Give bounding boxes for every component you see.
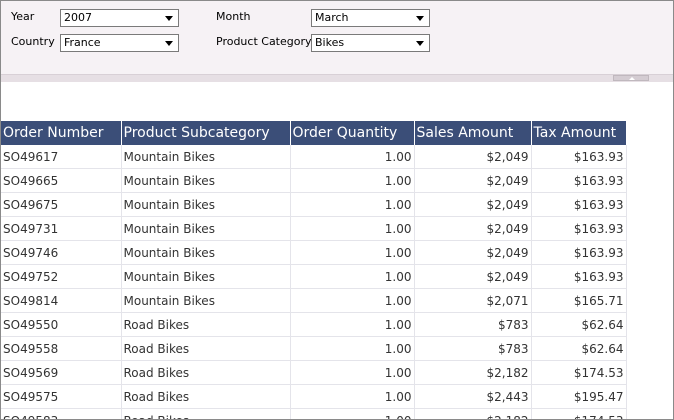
table-cell: Mountain Bikes <box>121 192 291 217</box>
table-cell: 1.00 <box>290 288 415 313</box>
table-cell: $163.93 <box>531 145 627 169</box>
table-cell: Mountain Bikes <box>121 240 291 265</box>
column-header: Order Number <box>1 121 122 145</box>
table-cell: $163.93 <box>531 168 627 193</box>
table-row: SO49752 Mountain Bikes 1.00 $2,049 $163.93 <box>1 264 627 289</box>
table-cell: SO49665 <box>1 168 122 193</box>
table-row: SO49575 Road Bikes 1.00 $2,443 $195.47 <box>1 384 627 409</box>
parameter-dropdown[interactable]: 2007 <box>60 9 179 27</box>
table-cell: Road Bikes <box>121 336 291 361</box>
table-cell: SO49550 <box>1 312 122 337</box>
table-cell: SO49675 <box>1 192 122 217</box>
table-cell: $2,182 <box>414 360 532 385</box>
table-row: SO49550 Road Bikes 1.00 $783 $62.64 <box>1 312 627 337</box>
column-header: Product Subcategory <box>121 121 291 145</box>
table-cell: $163.93 <box>531 240 627 265</box>
splitter <box>1 74 673 82</box>
table-cell: $174.53 <box>531 360 627 385</box>
parameter-dropdown[interactable]: France <box>60 34 179 52</box>
table-cell: SO49569 <box>1 360 122 385</box>
table-cell: 1.00 <box>290 264 415 289</box>
table-cell: Road Bikes <box>121 384 291 409</box>
table-cell: 1.00 <box>290 360 415 385</box>
parameter-label: Product Category <box>216 35 312 48</box>
table-cell: $2,049 <box>414 264 532 289</box>
table-cell: SO49558 <box>1 336 122 361</box>
table-cell: Road Bikes <box>121 360 291 385</box>
table-cell: 1.00 <box>290 145 415 169</box>
parameter-dropdown[interactable]: March <box>311 9 430 27</box>
table-cell: Mountain Bikes <box>121 288 291 313</box>
column-header: Order Quantity <box>290 121 415 145</box>
parameter-dropdown[interactable]: Bikes <box>311 34 430 52</box>
table-cell: 1.00 <box>290 192 415 217</box>
table-cell: SO49731 <box>1 216 122 241</box>
table-row: SO49558 Road Bikes 1.00 $783 $62.64 <box>1 336 627 361</box>
table-cell: $174.53 <box>531 408 627 419</box>
table-cell: $2,182 <box>414 408 532 419</box>
table-cell: SO49814 <box>1 288 122 313</box>
table-row: SO49814 Mountain Bikes 1.00 $2,071 $165.71 <box>1 288 627 313</box>
table-row: SO49665 Mountain Bikes 1.00 $2,049 $163.93 <box>1 168 627 193</box>
table-cell: $2,049 <box>414 216 532 241</box>
table-row: SO49731 Mountain Bikes 1.00 $2,049 $163.93 <box>1 216 627 241</box>
table-cell: SO49575 <box>1 384 122 409</box>
table-body: SO49617 Mountain Bikes 1.00 $2,049 $163.93 SO… <box>1 145 627 419</box>
parameter-label: Year <box>11 10 35 23</box>
table-cell: $783 <box>414 312 532 337</box>
table-cell: $2,049 <box>414 168 532 193</box>
table-cell: $165.71 <box>531 288 627 313</box>
column-header: Tax Amount <box>531 121 627 145</box>
table-cell: 1.00 <box>290 384 415 409</box>
table-cell: $195.47 <box>531 384 627 409</box>
column-header: Sales Amount <box>414 121 532 145</box>
table-cell: 1.00 <box>290 408 415 419</box>
table-cell: $62.64 <box>531 312 627 337</box>
table-cell: SO49583 <box>1 408 122 419</box>
table-cell: $2,071 <box>414 288 532 313</box>
table-cell: Road Bikes <box>121 312 291 337</box>
table-cell: $2,049 <box>414 240 532 265</box>
table-cell: $2,443 <box>414 384 532 409</box>
table-row: SO49675 Mountain Bikes 1.00 $2,049 $163.93 <box>1 192 627 217</box>
table-cell: $783 <box>414 336 532 361</box>
table-cell: 1.00 <box>290 336 415 361</box>
table-cell: 1.00 <box>290 312 415 337</box>
table-cell: $2,049 <box>414 192 532 217</box>
header-row: Order Number Product Subcategory Order Qua… <box>1 121 627 145</box>
table-cell: SO49746 <box>1 240 122 265</box>
table-cell: Mountain Bikes <box>121 216 291 241</box>
table-cell: SO49617 <box>1 145 122 169</box>
table-cell: Road Bikes <box>121 408 291 419</box>
table-row: SO49569 Road Bikes 1.00 $2,182 $174.53 <box>1 360 627 385</box>
table-cell: SO49752 <box>1 264 122 289</box>
table-cell: $163.93 <box>531 192 627 217</box>
table-cell: 1.00 <box>290 240 415 265</box>
parameter-label: Country <box>11 35 55 48</box>
table-cell: 1.00 <box>290 216 415 241</box>
report-table: Order Number Product Subcategory Order Qua… <box>1 121 627 419</box>
table-cell: Mountain Bikes <box>121 264 291 289</box>
table-cell: 1.00 <box>290 168 415 193</box>
table-cell: $163.93 <box>531 264 627 289</box>
table-cell: Mountain Bikes <box>121 168 291 193</box>
parameter-label: Month <box>216 10 251 23</box>
table-row: SO49746 Mountain Bikes 1.00 $2,049 $163.93 <box>1 240 627 265</box>
parameter-area: Year 2007 Month March Country France Product C… <box>1 1 673 74</box>
table-row: SO49617 Mountain Bikes 1.00 $2,049 $163.93 <box>1 145 627 169</box>
collapse-button[interactable] <box>613 75 649 81</box>
table-cell: Mountain Bikes <box>121 145 291 169</box>
table-cell: $62.64 <box>531 336 627 361</box>
table-cell: $163.93 <box>531 216 627 241</box>
table-cell: $2,049 <box>414 145 532 169</box>
